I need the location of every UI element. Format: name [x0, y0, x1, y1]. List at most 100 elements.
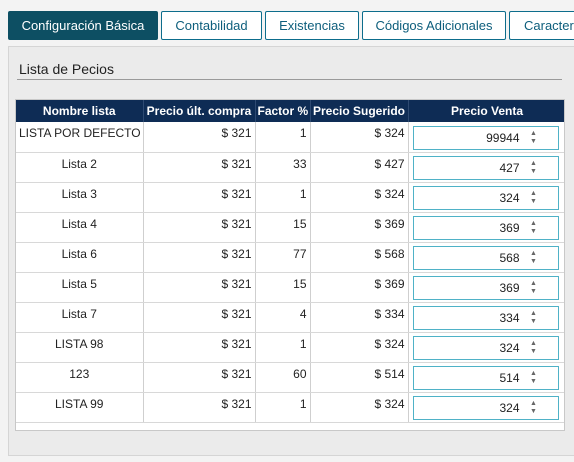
tab-contabilidad[interactable]: Contabilidad: [161, 11, 262, 40]
spinner-buttons: ▲ ▼: [527, 129, 541, 147]
caret-down-icon[interactable]: ▼: [530, 168, 537, 175]
sale-price-stepper[interactable]: ▲▼: [412, 366, 559, 390]
sale-price-stepper[interactable]: ▲▼: [412, 276, 559, 300]
tab-bar: Configuración Básica Contabilidad Existe…: [8, 11, 574, 40]
sale-price-stepper[interactable]: ▲▼: [412, 216, 559, 240]
factor-cell: 15: [255, 272, 311, 303]
section-divider: [17, 79, 562, 80]
tab-codigos-adicionales[interactable]: Códigos Adicionales: [362, 11, 506, 40]
spinner-buttons: ▲ ▼: [527, 219, 541, 237]
caret-up-icon[interactable]: ▲: [530, 190, 537, 197]
price-list-table: Nombre lista Precio últ. compra Factor %…: [16, 100, 564, 423]
section-title: Lista de Pecios: [19, 61, 114, 77]
factor-cell: 4: [255, 302, 311, 333]
tab-caracteristicas[interactable]: Caracterí: [509, 11, 574, 40]
sale-price-cell: ▲▼: [408, 272, 564, 303]
list-name-cell: Lista 4: [16, 212, 144, 243]
caret-down-icon[interactable]: ▼: [530, 318, 537, 325]
factor-cell: 77: [255, 242, 311, 273]
last-purchase-price-cell: $ 321: [143, 212, 256, 243]
caret-down-icon[interactable]: ▼: [530, 378, 537, 385]
caret-up-icon[interactable]: ▲: [530, 340, 537, 347]
factor-cell: 1: [255, 122, 311, 153]
sale-price-input[interactable]: [413, 191, 524, 205]
suggested-price-cell: $ 324: [310, 392, 409, 423]
suggested-price-cell: $ 568: [310, 242, 409, 273]
sale-price-stepper[interactable]: ▲▼: [412, 186, 559, 210]
caret-down-icon[interactable]: ▼: [530, 137, 537, 145]
sale-price-cell: ▲▼: [408, 182, 564, 213]
sale-price-input[interactable]: [413, 221, 524, 235]
last-purchase-price-cell: $ 321: [143, 242, 256, 273]
list-name-cell: Lista 2: [16, 152, 144, 183]
last-purchase-price-cell: $ 321: [143, 272, 256, 303]
sale-price-input[interactable]: [413, 130, 524, 145]
suggested-price-cell: $ 427: [310, 152, 409, 183]
sale-price-cell: ▲▼: [408, 122, 564, 153]
caret-up-icon[interactable]: ▲: [530, 280, 537, 287]
sale-price-cell: ▲▼: [408, 362, 564, 393]
column-header-precio-venta[interactable]: Precio Venta: [408, 100, 564, 122]
sale-price-stepper[interactable]: ▲▼: [412, 396, 559, 420]
tab-existencias[interactable]: Existencias: [265, 11, 359, 40]
spinner-buttons: ▲ ▼: [527, 279, 541, 297]
last-purchase-price-cell: $ 321: [143, 332, 256, 363]
sale-price-stepper[interactable]: ▲▼: [412, 156, 559, 180]
caret-down-icon[interactable]: ▼: [530, 198, 537, 205]
sale-price-cell: ▲▼: [408, 152, 564, 183]
sale-price-input[interactable]: [413, 251, 524, 265]
sale-price-stepper[interactable]: ▲▼: [412, 336, 559, 360]
caret-up-icon[interactable]: ▲: [530, 129, 537, 137]
factor-cell: 60: [255, 362, 311, 393]
sale-price-input[interactable]: [413, 161, 524, 175]
suggested-price-cell: $ 369: [310, 212, 409, 243]
caret-up-icon[interactable]: ▲: [530, 370, 537, 377]
list-name-cell: Lista 5: [16, 272, 144, 303]
suggested-price-cell: $ 514: [310, 362, 409, 393]
list-name-cell: 123: [16, 362, 144, 393]
spinner-buttons: ▲ ▼: [527, 159, 541, 177]
factor-cell: 15: [255, 212, 311, 243]
caret-up-icon[interactable]: ▲: [530, 250, 537, 257]
spinner-buttons: ▲ ▼: [527, 399, 541, 417]
caret-down-icon[interactable]: ▼: [530, 228, 537, 235]
table-header-row: Nombre lista Precio últ. compra Factor %…: [16, 100, 564, 122]
caret-down-icon[interactable]: ▼: [530, 408, 537, 415]
sale-price-stepper[interactable]: ▲▼: [412, 246, 559, 270]
sale-price-stepper[interactable]: ▲▼: [412, 125, 559, 150]
last-purchase-price-cell: $ 321: [143, 302, 256, 333]
spinner-buttons: ▲ ▼: [527, 369, 541, 387]
column-header-precio-ult-compra[interactable]: Precio últ. compra: [143, 100, 256, 122]
sale-price-input[interactable]: [413, 341, 524, 355]
factor-cell: 33: [255, 152, 311, 183]
sale-price-cell: ▲▼: [408, 392, 564, 423]
caret-down-icon[interactable]: ▼: [530, 348, 537, 355]
caret-down-icon[interactable]: ▼: [530, 288, 537, 295]
sale-price-input[interactable]: [413, 371, 524, 385]
caret-up-icon[interactable]: ▲: [530, 400, 537, 407]
column-header-precio-sugerido[interactable]: Precio Sugerido: [310, 100, 409, 122]
column-header-factor[interactable]: Factor %: [255, 100, 311, 122]
list-name-cell: Lista 3: [16, 182, 144, 213]
sale-price-cell: ▲▼: [408, 332, 564, 363]
caret-up-icon[interactable]: ▲: [530, 220, 537, 227]
caret-up-icon[interactable]: ▲: [530, 160, 537, 167]
caret-down-icon[interactable]: ▼: [530, 258, 537, 265]
suggested-price-cell: $ 324: [310, 122, 409, 153]
factor-cell: 1: [255, 332, 311, 363]
sale-price-input[interactable]: [413, 311, 524, 325]
caret-up-icon[interactable]: ▲: [530, 310, 537, 317]
column-header-nombre-lista[interactable]: Nombre lista: [16, 100, 144, 122]
sale-price-input[interactable]: [413, 401, 524, 415]
sale-price-input[interactable]: [413, 281, 524, 295]
tab-configuracion-basica[interactable]: Configuración Básica: [8, 11, 158, 40]
sale-price-stepper[interactable]: ▲▼: [412, 306, 559, 330]
